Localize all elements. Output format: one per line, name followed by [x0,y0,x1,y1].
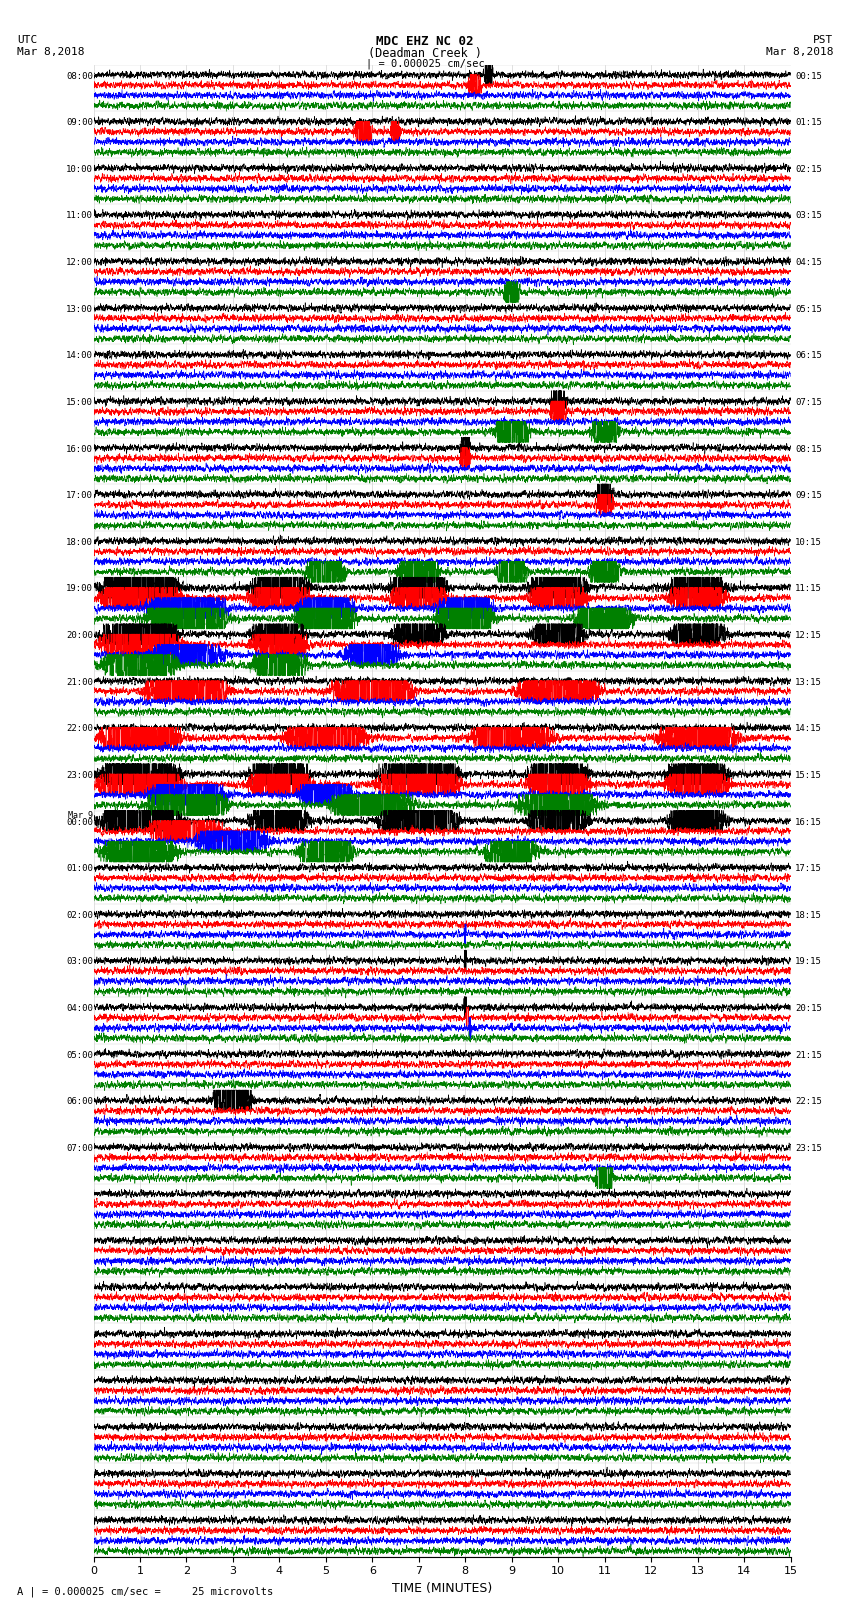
Text: 10:15: 10:15 [795,537,822,547]
Text: Mar 8,2018: Mar 8,2018 [17,47,84,56]
Text: 14:15: 14:15 [795,724,822,734]
Text: 00:00: 00:00 [66,818,93,826]
Text: 12:00: 12:00 [66,258,93,268]
Text: 18:00: 18:00 [66,537,93,547]
Text: 20:15: 20:15 [795,1003,822,1013]
Text: 19:15: 19:15 [795,958,822,966]
Text: | = 0.000025 cm/sec: | = 0.000025 cm/sec [366,58,484,69]
Text: 05:15: 05:15 [795,305,822,313]
Text: 18:15: 18:15 [795,911,822,919]
Text: PST: PST [813,35,833,45]
Text: 04:00: 04:00 [66,1003,93,1013]
Text: 20:00: 20:00 [66,631,93,640]
Text: 17:00: 17:00 [66,490,93,500]
Text: 08:00: 08:00 [66,71,93,81]
Text: Mar 9: Mar 9 [68,811,93,821]
Text: 17:15: 17:15 [795,865,822,873]
Text: 15:00: 15:00 [66,398,93,406]
Text: 08:15: 08:15 [795,445,822,453]
Text: A | = 0.000025 cm/sec =     25 microvolts: A | = 0.000025 cm/sec = 25 microvolts [17,1586,273,1597]
Text: 11:00: 11:00 [66,211,93,221]
Text: 01:15: 01:15 [795,118,822,127]
X-axis label: TIME (MINUTES): TIME (MINUTES) [392,1582,492,1595]
Text: 23:15: 23:15 [795,1144,822,1153]
Text: 12:15: 12:15 [795,631,822,640]
Text: 06:00: 06:00 [66,1097,93,1107]
Text: 03:00: 03:00 [66,958,93,966]
Text: Mar 8,2018: Mar 8,2018 [766,47,833,56]
Text: 09:00: 09:00 [66,118,93,127]
Text: 11:15: 11:15 [795,584,822,594]
Text: 22:00: 22:00 [66,724,93,734]
Text: 19:00: 19:00 [66,584,93,594]
Text: MDC EHZ NC 02: MDC EHZ NC 02 [377,35,473,48]
Text: 02:00: 02:00 [66,911,93,919]
Text: 22:15: 22:15 [795,1097,822,1107]
Text: UTC: UTC [17,35,37,45]
Text: 14:00: 14:00 [66,352,93,360]
Text: 02:15: 02:15 [795,165,822,174]
Text: 01:00: 01:00 [66,865,93,873]
Text: 06:15: 06:15 [795,352,822,360]
Text: 04:15: 04:15 [795,258,822,268]
Text: 07:00: 07:00 [66,1144,93,1153]
Text: 15:15: 15:15 [795,771,822,781]
Text: 00:15: 00:15 [795,71,822,81]
Text: 21:15: 21:15 [795,1050,822,1060]
Text: 21:00: 21:00 [66,677,93,687]
Text: 05:00: 05:00 [66,1050,93,1060]
Text: 23:00: 23:00 [66,771,93,781]
Text: 13:00: 13:00 [66,305,93,313]
Text: 10:00: 10:00 [66,165,93,174]
Text: 16:00: 16:00 [66,445,93,453]
Text: 07:15: 07:15 [795,398,822,406]
Text: (Deadman Creek ): (Deadman Creek ) [368,47,482,60]
Text: 03:15: 03:15 [795,211,822,221]
Text: 09:15: 09:15 [795,490,822,500]
Text: 16:15: 16:15 [795,818,822,826]
Text: 13:15: 13:15 [795,677,822,687]
